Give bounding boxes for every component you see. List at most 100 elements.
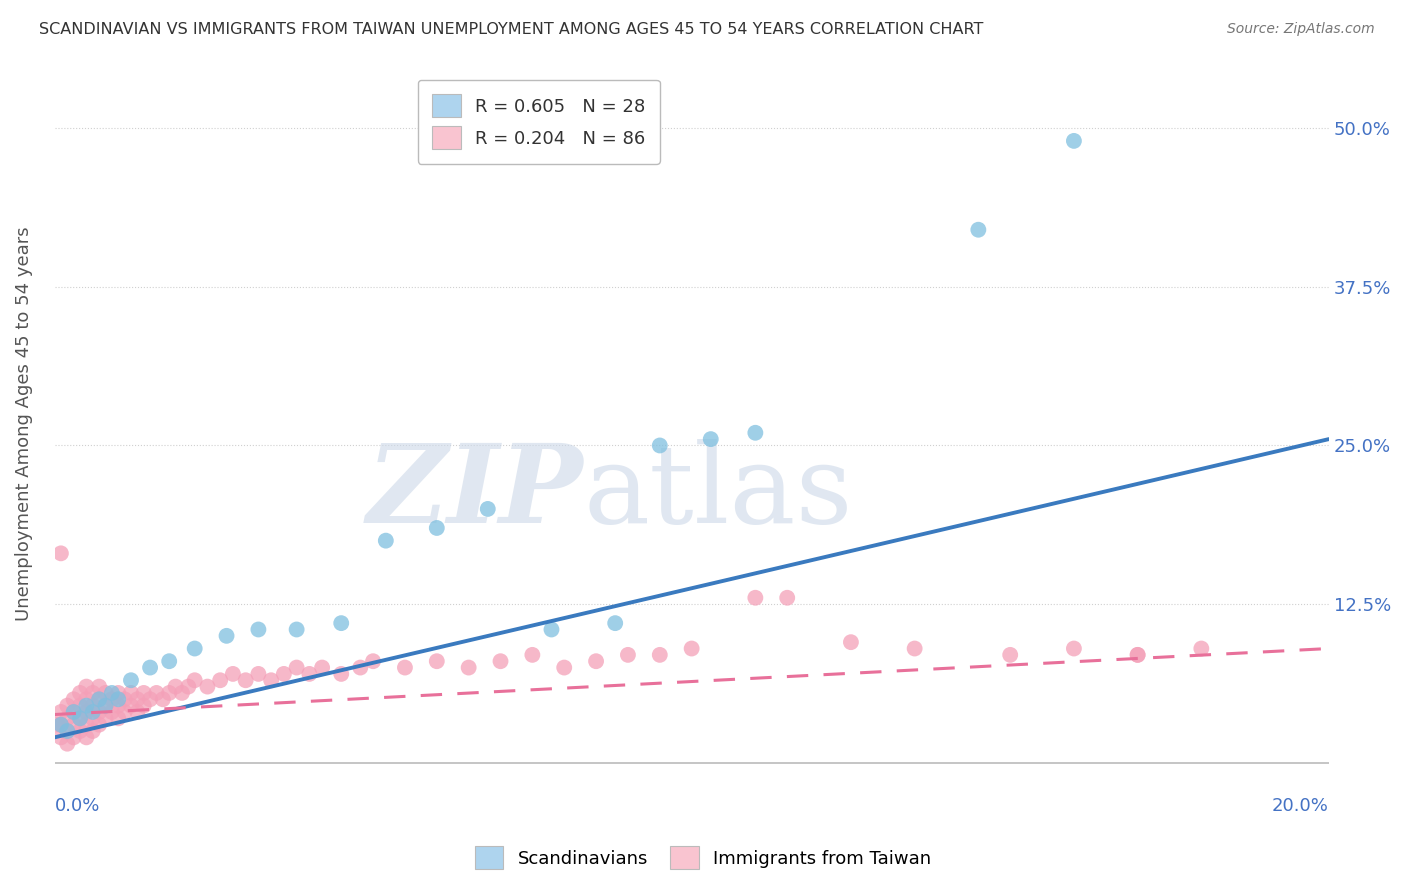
- Point: [394, 660, 416, 674]
- Point: [101, 686, 124, 700]
- Point: [56, 711, 79, 725]
- Point: [49, 705, 72, 719]
- Point: [298, 666, 321, 681]
- Point: [540, 623, 562, 637]
- Point: [145, 686, 167, 700]
- Point: [49, 717, 72, 731]
- Point: [69, 686, 91, 700]
- Point: [94, 698, 117, 713]
- Point: [170, 686, 193, 700]
- Point: [247, 666, 270, 681]
- Point: [89, 680, 111, 694]
- Point: [247, 623, 270, 637]
- Point: [1063, 641, 1085, 656]
- Point: [165, 680, 187, 694]
- Point: [197, 680, 219, 694]
- Text: 0.0%: 0.0%: [55, 797, 100, 814]
- Point: [94, 686, 117, 700]
- Point: [89, 692, 111, 706]
- Point: [49, 717, 72, 731]
- Point: [426, 521, 449, 535]
- Point: [107, 711, 129, 725]
- Point: [62, 717, 84, 731]
- Point: [127, 705, 149, 719]
- Point: [1126, 648, 1149, 662]
- Point: [273, 666, 295, 681]
- Point: [101, 705, 124, 719]
- Point: [56, 724, 79, 739]
- Point: [46, 717, 69, 731]
- Point: [94, 698, 117, 713]
- Point: [152, 692, 174, 706]
- Point: [157, 686, 180, 700]
- Point: [120, 673, 142, 688]
- Point: [605, 616, 627, 631]
- Point: [75, 680, 97, 694]
- Point: [139, 660, 162, 674]
- Point: [904, 641, 927, 656]
- Point: [139, 692, 162, 706]
- Point: [69, 698, 91, 713]
- Point: [69, 711, 91, 725]
- Text: SCANDINAVIAN VS IMMIGRANTS FROM TAIWAN UNEMPLOYMENT AMONG AGES 45 TO 54 YEARS CO: SCANDINAVIAN VS IMMIGRANTS FROM TAIWAN U…: [39, 22, 984, 37]
- Point: [56, 724, 79, 739]
- Point: [374, 533, 396, 548]
- Point: [648, 648, 671, 662]
- Point: [69, 724, 91, 739]
- Point: [1063, 134, 1085, 148]
- Point: [260, 673, 283, 688]
- Point: [285, 623, 308, 637]
- Point: [120, 698, 142, 713]
- Point: [107, 686, 129, 700]
- Point: [157, 654, 180, 668]
- Point: [553, 660, 575, 674]
- Point: [426, 654, 449, 668]
- Point: [49, 546, 72, 560]
- Point: [177, 680, 200, 694]
- Point: [89, 717, 111, 731]
- Point: [62, 731, 84, 745]
- Y-axis label: Unemployment Among Ages 45 to 54 years: Unemployment Among Ages 45 to 54 years: [15, 226, 32, 621]
- Point: [82, 711, 104, 725]
- Text: ZIP: ZIP: [367, 439, 583, 546]
- Point: [648, 438, 671, 452]
- Point: [489, 654, 512, 668]
- Point: [183, 641, 205, 656]
- Point: [132, 698, 155, 713]
- Point: [114, 705, 136, 719]
- Point: [967, 223, 990, 237]
- Point: [311, 660, 333, 674]
- Point: [62, 705, 84, 719]
- Point: [285, 660, 308, 674]
- Point: [839, 635, 862, 649]
- Point: [75, 692, 97, 706]
- Point: [62, 692, 84, 706]
- Text: 20.0%: 20.0%: [1272, 797, 1329, 814]
- Point: [75, 717, 97, 731]
- Point: [89, 692, 111, 706]
- Point: [82, 686, 104, 700]
- Point: [361, 654, 384, 668]
- Point: [235, 673, 257, 688]
- Point: [107, 692, 129, 706]
- Point: [75, 705, 97, 719]
- Legend: R = 0.605   N = 28, R = 0.204   N = 86: R = 0.605 N = 28, R = 0.204 N = 86: [418, 79, 659, 164]
- Point: [1126, 648, 1149, 662]
- Point: [89, 705, 111, 719]
- Point: [349, 660, 371, 674]
- Point: [101, 692, 124, 706]
- Point: [477, 502, 499, 516]
- Point: [744, 425, 766, 440]
- Point: [744, 591, 766, 605]
- Point: [94, 711, 117, 725]
- Point: [215, 629, 238, 643]
- Point: [222, 666, 245, 681]
- Point: [522, 648, 544, 662]
- Point: [82, 724, 104, 739]
- Point: [56, 698, 79, 713]
- Legend: Scandinavians, Immigrants from Taiwan: Scandinavians, Immigrants from Taiwan: [465, 838, 941, 879]
- Point: [330, 666, 353, 681]
- Point: [681, 641, 703, 656]
- Point: [776, 591, 799, 605]
- Point: [1189, 641, 1212, 656]
